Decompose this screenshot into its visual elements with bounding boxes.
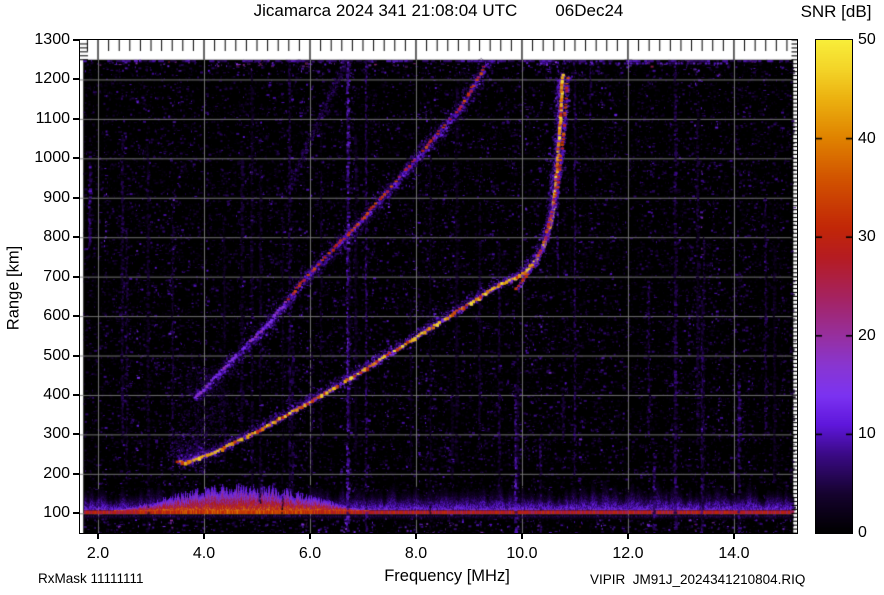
snr-colorbar: [815, 39, 853, 534]
x-tick-label: 14.0: [718, 545, 750, 562]
y-tick-mark: [73, 315, 79, 318]
y-tick-mark: [73, 117, 79, 120]
y-tick-label: 200: [43, 464, 70, 482]
plot-title: Jicamarca 2024 341 21:08:04 UTC: [253, 1, 518, 20]
y-tick-label: 1000: [34, 149, 70, 167]
colorbar-tick-label: 0: [858, 524, 867, 541]
x-tick-label: 4.0: [192, 545, 216, 562]
y-tick-label: 900: [43, 188, 70, 206]
x-tick-label: 10.0: [506, 545, 538, 562]
x-tick-label: 12.0: [612, 545, 644, 562]
y-tick-label: 100: [43, 504, 70, 522]
y-tick-mark: [73, 354, 79, 357]
rxmask-text: RxMask 11111111: [38, 571, 144, 586]
plot-date: 06Dec24: [555, 1, 624, 20]
y-tick-label: 1100: [35, 109, 70, 127]
x-tick-label: 2.0: [86, 545, 110, 562]
file-id-text: VIPIR JM91J_2024341210804.RIQ: [590, 572, 806, 587]
colorbar-tick-label: 10: [858, 425, 876, 443]
x-tick-mark: [626, 534, 629, 539]
x-tick-mark: [732, 534, 735, 539]
x-tick-label: 6.0: [298, 545, 322, 562]
y-tick-label: 600: [43, 307, 70, 325]
colorbar-tick-label: 20: [858, 326, 876, 344]
colorbar-tick-label: 40: [858, 129, 876, 147]
y-tick-label: 800: [43, 228, 70, 246]
x-tick-mark: [97, 534, 100, 539]
y-tick-mark: [73, 393, 79, 396]
x-tick-mark: [520, 534, 523, 539]
y-tick-mark: [73, 78, 79, 81]
x-tick-mark: [308, 534, 311, 539]
x-tick-label: 8.0: [404, 545, 428, 562]
y-tick-mark: [73, 236, 79, 239]
title-row: Jicamarca 2024 341 21:08:04 UTC 06Dec24: [80, 1, 797, 21]
y-axis-label: Range [km]: [4, 245, 23, 331]
y-tick-mark: [73, 157, 79, 160]
x-tick-mark: [203, 534, 205, 539]
ionogram-plot-canvas: [79, 39, 798, 534]
y-tick-label: 500: [43, 346, 70, 364]
y-tick-mark: [73, 512, 79, 515]
y-tick-label: 400: [43, 385, 70, 403]
y-tick-label: 700: [43, 267, 70, 285]
y-tick-mark: [73, 433, 79, 436]
colorbar-tick-label: 50: [858, 31, 876, 48]
y-tick-mark: [73, 275, 79, 278]
y-tick-label: 1200: [34, 70, 70, 88]
y-tick-label: 300: [43, 425, 70, 443]
y-tick-mark: [73, 39, 79, 41]
colorbar-tick-label: 30: [858, 228, 876, 246]
x-tick-mark: [414, 534, 417, 539]
y-tick-mark: [73, 196, 79, 199]
y-tick-mark: [73, 472, 79, 475]
colorbar-title: SNR [dB]: [800, 2, 872, 21]
y-tick-label: 1300: [34, 31, 70, 48]
x-axis-label: Frequency [MHz]: [384, 567, 510, 585]
